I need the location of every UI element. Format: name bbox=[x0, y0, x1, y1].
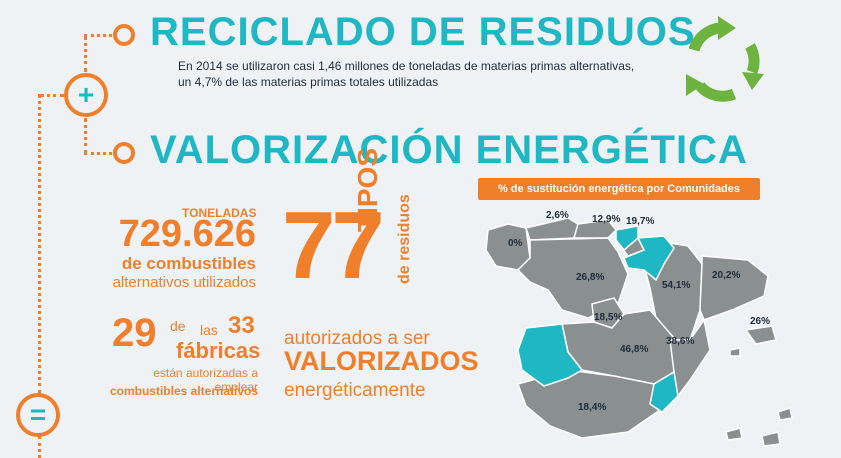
region-canarias bbox=[725, 427, 743, 441]
las-label: las bbox=[200, 322, 218, 338]
region-andalucia bbox=[517, 369, 661, 439]
plus-ring: + bbox=[64, 73, 108, 117]
plus-icon: + bbox=[77, 79, 95, 110]
connector-line bbox=[40, 94, 64, 97]
map-label: 26% bbox=[750, 316, 771, 327]
map-label: 12,9% bbox=[592, 214, 621, 225]
connector-line bbox=[84, 34, 112, 37]
map-label: 0% bbox=[508, 238, 523, 249]
bullet-ring bbox=[113, 24, 135, 46]
toneladas-label: TONELADAS bbox=[182, 206, 257, 220]
map-label: 26,8% bbox=[576, 272, 605, 283]
region-pais-vasco bbox=[615, 225, 639, 252]
map-label: 38,6% bbox=[666, 336, 695, 347]
map-label: 19,7% bbox=[626, 216, 655, 227]
connector-line bbox=[38, 436, 41, 458]
total-fabricas: 33 bbox=[228, 312, 255, 339]
map-title: % de sustitución energética por Comunida… bbox=[478, 178, 760, 200]
autorizadas-line1: están autorizadas a emplear bbox=[153, 366, 258, 394]
reciclado-description: En 2014 se utilizaron casi 1,46 millones… bbox=[178, 59, 635, 89]
fabricas-number: 29 bbox=[112, 311, 157, 355]
region-navarra bbox=[623, 235, 675, 282]
map-label: 20,2% bbox=[712, 270, 741, 281]
region-extremadura bbox=[517, 323, 584, 387]
connector-line bbox=[84, 118, 87, 154]
region-castilla-leon bbox=[516, 237, 629, 319]
region-baleares bbox=[744, 325, 777, 345]
autorizadas-line2: combustibles alternativos bbox=[109, 384, 258, 398]
equals-icon: = bbox=[29, 399, 47, 430]
spain-map bbox=[485, 217, 793, 447]
region-cantabria bbox=[573, 219, 618, 239]
region-canarias bbox=[761, 431, 781, 447]
fabricas-label: fábricas bbox=[176, 338, 261, 363]
de-label: de bbox=[170, 318, 186, 334]
energeticamente-line: energéticamente bbox=[284, 380, 426, 401]
region-canarias bbox=[777, 407, 793, 421]
recycle-icon bbox=[686, 16, 764, 102]
bullet-ring bbox=[113, 142, 135, 164]
region-cataluna bbox=[699, 255, 769, 321]
de-residuos-label: de residuos bbox=[396, 194, 413, 284]
connector-line bbox=[38, 94, 41, 394]
map-label: 18,4% bbox=[578, 402, 607, 413]
equals-ring: = bbox=[16, 393, 60, 437]
autorizados-line: autorizados a ser bbox=[284, 328, 430, 349]
tipos-number: 77 bbox=[282, 192, 385, 299]
alternativos-line: alternativos utilizados bbox=[112, 274, 256, 291]
region-baleares bbox=[729, 347, 741, 357]
tipos-label: TIPOS bbox=[352, 147, 383, 232]
region-asturias bbox=[525, 217, 579, 241]
title-valorizacion: VALORIZACIÓN ENERGÉTICA bbox=[150, 128, 748, 172]
toneladas-value: 729.626 bbox=[118, 213, 256, 255]
map-label: 46,8% bbox=[620, 344, 649, 355]
combustibles-line: de combustibles bbox=[121, 254, 256, 273]
map-label: 2,6% bbox=[546, 210, 569, 221]
map-label: 54,1% bbox=[662, 280, 691, 291]
title-reciclado: RECICLADO DE RESIDUOS bbox=[150, 10, 696, 54]
valorizados-line: VALORIZADOS bbox=[284, 346, 479, 376]
region-murcia bbox=[649, 370, 679, 413]
connector-line bbox=[84, 36, 87, 72]
map-label: 18,5% bbox=[594, 312, 623, 323]
connector-line bbox=[84, 152, 112, 155]
